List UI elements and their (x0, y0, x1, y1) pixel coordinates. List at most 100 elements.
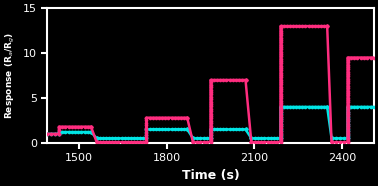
Point (153, 116, 159, 119)
Point (345, 122, 351, 125)
Point (69, 125, 75, 128)
Point (97, 137, 103, 140)
Point (65, 131, 71, 134)
Point (248, 141, 254, 144)
Point (333, 141, 339, 144)
Point (190, 137, 196, 140)
Point (143, 129, 149, 132)
Point (69, 131, 75, 134)
Point (277, 25, 284, 28)
Point (345, 120, 351, 123)
Point (248, 137, 254, 140)
Point (345, 99, 351, 102)
Point (277, 120, 284, 123)
Point (236, 78, 242, 81)
Point (277, 132, 284, 135)
Point (277, 113, 284, 116)
Point (341, 141, 347, 144)
Point (94, 141, 100, 144)
Point (208, 137, 214, 140)
Point (208, 128, 214, 131)
Point (190, 141, 196, 144)
Point (280, 105, 287, 108)
Point (345, 73, 351, 76)
Point (208, 117, 214, 120)
Point (217, 128, 223, 131)
Point (345, 113, 351, 116)
Point (122, 141, 128, 144)
Point (88, 125, 94, 128)
Point (277, 99, 284, 102)
Point (345, 113, 351, 116)
Point (243, 78, 249, 81)
Point (345, 56, 351, 59)
Point (367, 105, 373, 108)
Point (197, 141, 203, 144)
Point (345, 82, 351, 85)
Point (122, 137, 128, 140)
Point (277, 122, 284, 125)
Point (361, 56, 367, 59)
Point (239, 78, 245, 81)
Point (211, 78, 217, 81)
Point (208, 83, 214, 86)
Point (345, 77, 351, 80)
Point (208, 81, 214, 84)
Point (85, 125, 91, 128)
Point (277, 81, 284, 84)
Point (75, 125, 81, 128)
Point (208, 88, 214, 91)
Point (277, 106, 284, 109)
Point (358, 56, 364, 59)
Point (56, 131, 62, 134)
Point (184, 128, 190, 131)
Point (277, 43, 284, 46)
Point (230, 78, 236, 81)
Point (94, 137, 100, 140)
Point (184, 128, 190, 131)
Point (150, 128, 156, 131)
Point (277, 113, 284, 116)
Point (355, 105, 361, 108)
Point (348, 56, 354, 59)
Point (345, 137, 351, 140)
Point (345, 125, 351, 128)
Point (277, 29, 284, 32)
Point (88, 131, 94, 134)
Point (265, 137, 271, 140)
Point (243, 128, 249, 131)
Point (348, 105, 354, 108)
Point (78, 125, 84, 128)
Point (214, 78, 220, 81)
Point (277, 27, 284, 30)
Point (345, 75, 351, 78)
Point (94, 141, 100, 144)
Point (190, 137, 196, 140)
Point (44, 132, 50, 135)
Point (143, 141, 149, 144)
Point (277, 108, 284, 111)
Point (128, 141, 134, 144)
Point (302, 25, 308, 28)
Point (296, 105, 302, 108)
Point (268, 141, 274, 144)
Point (277, 32, 284, 35)
Point (226, 78, 232, 81)
Point (345, 65, 351, 68)
Point (277, 60, 284, 62)
Point (217, 78, 223, 81)
Point (277, 50, 284, 53)
Point (305, 105, 311, 108)
Point (150, 116, 156, 119)
Point (345, 68, 351, 71)
Point (175, 116, 181, 119)
Point (85, 131, 91, 134)
Point (190, 141, 196, 144)
Point (324, 25, 330, 28)
Point (277, 115, 284, 118)
Point (345, 129, 351, 132)
Point (184, 116, 190, 119)
Point (336, 137, 342, 140)
Point (208, 129, 214, 132)
Point (345, 139, 351, 142)
